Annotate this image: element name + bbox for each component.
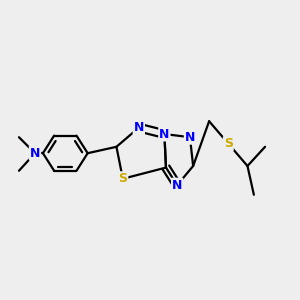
- Text: S: S: [224, 137, 233, 150]
- Text: N: N: [172, 179, 182, 192]
- Text: N: N: [30, 147, 40, 160]
- Text: N: N: [185, 131, 195, 144]
- Text: S: S: [118, 172, 127, 185]
- Text: N: N: [134, 121, 144, 134]
- Text: N: N: [159, 128, 170, 140]
